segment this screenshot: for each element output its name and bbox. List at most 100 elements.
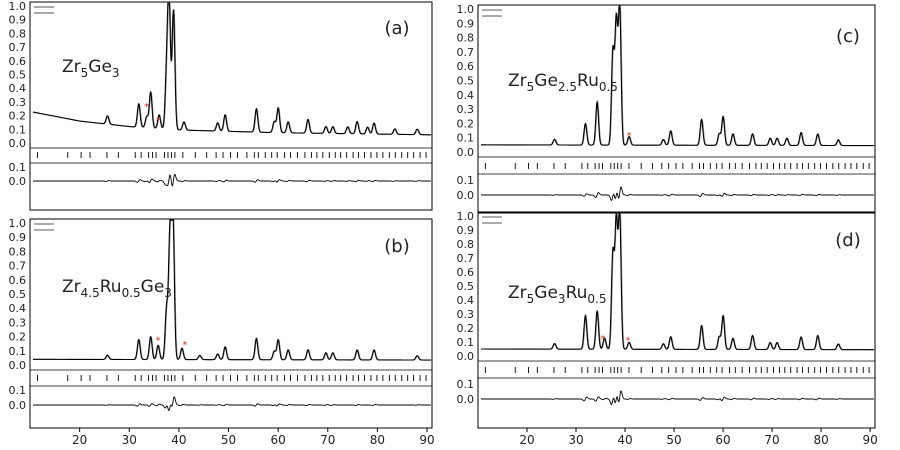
x-tick-label: 70 [320, 433, 335, 447]
y-tick-label: 0.5 [9, 69, 27, 82]
y-tick-label: 0.1 [457, 132, 475, 145]
panel-label: (b) [384, 236, 409, 257]
x-tick-label: 50 [221, 433, 236, 447]
y-tick-label: 0.1 [9, 345, 27, 358]
y-tick-label: 0.4 [457, 89, 475, 102]
plot-frame [29, 1, 433, 211]
y-tick-label: 0.3 [9, 96, 27, 109]
x-tick-label: 60 [271, 433, 286, 447]
x-tick-label: 20 [519, 433, 534, 447]
y-tick-label: 0.2 [457, 322, 475, 335]
impurity-marker: * [600, 334, 605, 345]
panel-label: (a) [384, 18, 409, 39]
plot-frame [477, 4, 876, 214]
y-tick-label: 0.2 [9, 110, 27, 123]
plot-frame [477, 211, 876, 429]
y-tick-label: 1.0 [9, 217, 27, 230]
panel-1: 1.00.90.80.70.60.50.40.30.20.10.00.10.0*… [9, 217, 435, 447]
x-tick-label: 30 [568, 433, 583, 447]
x-tick-label: 40 [617, 433, 632, 447]
y-tick-label: 0.4 [457, 294, 475, 307]
y-tick-label: 0.8 [9, 27, 27, 40]
y-tick-label: 0.9 [9, 231, 27, 244]
compound-label: Zr5Ge3Ru0.5 [508, 283, 606, 306]
y-tick-label: 0.5 [457, 75, 475, 88]
y-tick-label: 0.7 [457, 46, 475, 59]
impurity-marker: * [625, 335, 630, 346]
impurity-marker: * [144, 102, 149, 113]
diff-tick-label: 0.1 [457, 174, 475, 187]
x-tick-label: 70 [764, 433, 779, 447]
y-tick-label: 0.4 [9, 302, 27, 315]
difference-curve [480, 390, 874, 406]
y-tick-label: 0.3 [457, 308, 475, 321]
y-tick-label: 1.0 [457, 210, 475, 223]
diff-tick-label: 0.0 [457, 393, 475, 406]
x-tick-label: 80 [813, 433, 828, 447]
difference-curve [480, 186, 874, 201]
diff-tick-label: 0.1 [9, 384, 27, 397]
panel-2: 1.00.90.80.70.60.50.40.30.20.10.00.10.0*… [457, 3, 876, 214]
y-tick-label: 0.1 [457, 336, 475, 349]
impurity-marker: * [156, 336, 161, 347]
y-tick-label: 0.9 [9, 14, 27, 27]
compound-label: Zr5Ge3 [62, 57, 120, 80]
panel-label: (d) [835, 230, 860, 251]
impurity-marker: * [182, 340, 187, 351]
y-tick-label: 0.4 [9, 82, 27, 95]
y-tick-label: 0.3 [9, 316, 27, 329]
diff-tick-label: 0.1 [457, 378, 475, 391]
y-tick-label: 0.6 [9, 274, 27, 287]
x-tick-label: 80 [370, 433, 385, 447]
y-tick-label: 0.8 [457, 238, 475, 251]
difference-curve [32, 173, 431, 187]
difference-curve [32, 396, 431, 412]
x-tick-label: 40 [171, 433, 186, 447]
y-tick-label: 1.0 [457, 3, 475, 16]
y-tick-label: 1.0 [9, 0, 27, 13]
x-tick-label: 30 [122, 433, 137, 447]
observed-pattern-line [32, 219, 431, 361]
y-tick-label: 0.2 [457, 117, 475, 130]
compound-label: Zr4.5Ru0.5Ge3 [62, 277, 172, 300]
x-tick-label: 20 [72, 433, 87, 447]
y-tick-label: 0.9 [457, 224, 475, 237]
x-tick-label: 60 [715, 433, 730, 447]
observed-pattern-line [480, 5, 874, 147]
panel-3: 1.00.90.80.70.60.50.40.30.20.10.00.10.0*… [457, 210, 878, 447]
y-tick-label: 0.7 [457, 252, 475, 265]
x-tick-label: 90 [419, 433, 434, 447]
y-tick-label: 0.2 [9, 331, 27, 344]
y-tick-label: 0.7 [9, 260, 27, 273]
x-tick-label: 90 [862, 433, 877, 447]
y-tick-label: 0.6 [457, 60, 475, 73]
impurity-marker: * [156, 116, 161, 127]
y-tick-label: 0.5 [457, 280, 475, 293]
y-tick-label: 0.9 [457, 17, 475, 30]
y-tick-label: 0.0 [457, 146, 475, 159]
diff-tick-label: 0.0 [9, 399, 27, 412]
y-tick-label: 0.0 [457, 350, 475, 363]
observed-pattern-line [480, 211, 874, 351]
diff-tick-label: 0.0 [457, 189, 475, 202]
y-tick-label: 0.7 [9, 41, 27, 54]
y-tick-label: 0.8 [457, 32, 475, 45]
impurity-marker: * [626, 131, 631, 142]
y-tick-label: 0.5 [9, 288, 27, 301]
calculated-pattern-line [481, 211, 875, 351]
y-tick-label: 0.8 [9, 245, 27, 258]
panel-0: 1.00.90.80.70.60.50.40.30.20.10.00.10.0*… [9, 0, 433, 211]
diff-tick-label: 0.0 [9, 175, 27, 188]
y-tick-label: 0.0 [9, 137, 27, 150]
y-tick-label: 0.3 [457, 103, 475, 116]
y-tick-label: 0.6 [9, 55, 27, 68]
y-tick-label: 0.1 [9, 123, 27, 136]
compound-label: Zr5Ge2.5Ru0.5 [508, 71, 618, 94]
y-tick-label: 0.0 [9, 359, 27, 372]
y-tick-label: 0.6 [457, 266, 475, 279]
x-tick-label: 50 [666, 433, 681, 447]
plot-frame [29, 218, 433, 429]
panel-label: (c) [836, 26, 860, 47]
observed-pattern-line [32, 2, 431, 136]
